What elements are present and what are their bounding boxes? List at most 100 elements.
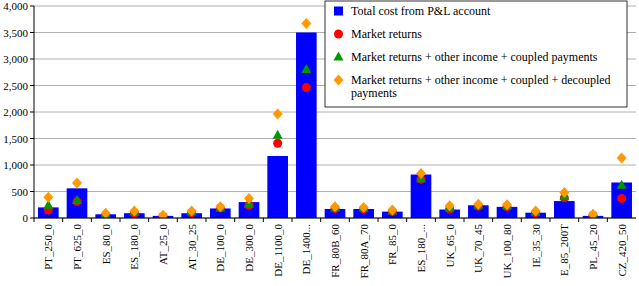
tick-mark	[30, 59, 34, 60]
tick-mark	[378, 218, 379, 222]
marker	[158, 210, 168, 218]
marker	[244, 193, 254, 204]
series	[38, 33, 632, 219]
tick-label: 3,000	[3, 53, 28, 65]
tick-mark	[550, 218, 551, 222]
marker	[215, 201, 225, 212]
legend-swatch	[334, 30, 343, 39]
tick-mark	[464, 218, 465, 222]
marker	[301, 18, 311, 29]
marker	[588, 209, 598, 218]
legend-label: Total cost from P&L account	[351, 4, 491, 18]
legend-label: Market returns	[351, 27, 422, 41]
tick-mark	[30, 32, 34, 33]
tick-label: CZ_420_50	[616, 224, 628, 277]
tick-mark	[34, 218, 35, 222]
tick-label: 500	[12, 186, 29, 198]
marker	[559, 187, 569, 198]
tick-label: UK_70_45	[472, 224, 484, 273]
marker	[72, 178, 82, 189]
tick-label: ES_180_0	[128, 224, 140, 270]
tick-mark	[120, 218, 121, 222]
tick-mark	[177, 218, 178, 222]
marker	[129, 206, 139, 217]
marker	[617, 153, 627, 164]
tick-label: E_85_200T	[558, 224, 570, 276]
marker	[617, 194, 626, 203]
tick-label: 1,500	[3, 133, 28, 145]
marker	[617, 180, 627, 189]
tick-label: FR_80B_60	[329, 224, 341, 278]
tick-label: UK_100_80	[501, 224, 513, 279]
tick-mark	[30, 85, 34, 86]
legend-label: Market returns + other income + coupled …	[351, 50, 598, 64]
marker	[273, 130, 283, 139]
tick-mark	[30, 112, 34, 113]
tick-mark	[30, 191, 34, 192]
tick-label: DE_300_0	[243, 224, 255, 272]
tick-label: UK_65_0	[444, 224, 456, 268]
marker	[187, 206, 197, 217]
tick-mark	[148, 218, 149, 222]
tick-label: PL_45_20	[587, 224, 599, 270]
marker	[387, 205, 397, 216]
x-axis-line	[34, 218, 636, 219]
bar	[296, 33, 317, 219]
tick-label: PT_625_0	[71, 224, 83, 270]
y-axis-line	[34, 6, 35, 218]
grid-line	[34, 191, 636, 192]
legend-swatch	[334, 7, 343, 16]
tick-label: DE_1100_0	[272, 224, 284, 277]
tick-mark	[521, 218, 522, 222]
tick-mark	[607, 218, 608, 222]
tick-mark	[292, 218, 293, 222]
marker	[473, 199, 483, 210]
tick-mark	[30, 6, 34, 7]
tick-mark	[263, 218, 264, 222]
tick-label: 2,500	[3, 80, 28, 92]
tick-label: 4,000	[3, 0, 28, 12]
tick-mark	[206, 218, 207, 222]
tick-mark	[320, 218, 321, 222]
grid-line	[34, 165, 636, 166]
tick-label: PT_250_0	[42, 224, 54, 270]
tick-mark	[578, 218, 579, 222]
tick-label: ES_80_0	[100, 224, 112, 265]
marker	[302, 83, 311, 92]
tick-label: ES_180_...	[415, 224, 427, 273]
marker	[101, 208, 111, 218]
tick-mark	[406, 218, 407, 222]
marker	[502, 199, 512, 210]
tick-label: IE_35_30	[530, 224, 542, 268]
tick-label: FR_80A_70	[358, 224, 370, 279]
legend-swatch	[334, 75, 344, 86]
tick-mark	[234, 218, 235, 222]
marker	[273, 109, 283, 120]
legend-label: Market returns + other income + coupled …	[351, 73, 611, 100]
tick-mark	[91, 218, 92, 222]
tick-label: 2,000	[3, 106, 28, 118]
y-axis: 0 500 1,000 1,500 2,000 2,500 3,000 3,500 4,000	[3, 0, 636, 224]
bar	[67, 188, 88, 218]
legend: Total cost from P&L account Market return…	[325, 1, 627, 107]
grid-line	[34, 112, 636, 113]
marker	[273, 139, 282, 148]
chart: 0 500 1,000 1,500 2,000 2,500 3,000 3,500 4,000 P…	[0, 0, 639, 286]
marker	[445, 200, 455, 211]
tick-label: 0	[23, 212, 29, 224]
x-axis: PT_250_0 PT_625_0 ES_80_0 ES_180_0 AT_25_0 AT…	[34, 218, 628, 278]
tick-mark	[30, 138, 34, 139]
tick-mark	[30, 165, 34, 166]
marker	[330, 201, 340, 212]
tick-label: 1,000	[3, 159, 28, 171]
tick-label: 3,500	[3, 27, 28, 39]
legend-box	[325, 1, 627, 107]
tick-label: AT_30_25	[186, 224, 198, 271]
marker	[72, 195, 82, 204]
tick-label: DE_100_0	[214, 224, 226, 272]
tick-mark	[349, 218, 350, 222]
marker	[43, 192, 53, 203]
bar	[267, 156, 288, 218]
tick-label: AT_25_0	[157, 224, 169, 265]
bar	[554, 201, 575, 218]
